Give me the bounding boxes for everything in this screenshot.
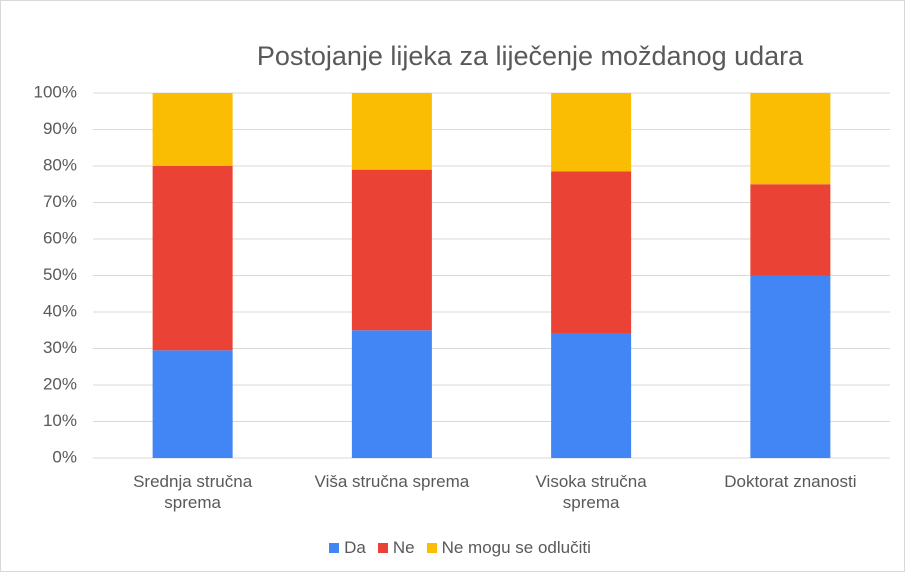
chart-title: Postojanje lijeka za liječenje moždanog … [257,41,804,71]
bar-segment [351,169,432,331]
y-tick-label: 40% [43,301,77,320]
legend-item: Da [329,538,366,557]
bar-segment [750,93,831,185]
y-tick-label: 70% [43,192,77,211]
y-tick-label: 100% [34,82,77,101]
y-tick-label: 30% [43,338,77,357]
y-tick-label: 20% [43,374,77,393]
bar-segment [551,333,632,458]
legend: Da Ne Ne mogu se odlučiti [0,538,905,558]
bar-segment [551,171,632,334]
legend-swatch [329,543,340,553]
x-tick-label: Visoka stručna sprema [535,472,647,512]
bar-segment [750,275,831,458]
y-tick-label: 0% [52,447,77,466]
legend-swatch [426,543,437,553]
bar-segment [351,330,432,458]
bar-segment [351,93,432,170]
bar-segment [551,93,632,172]
bar-segment [152,166,233,351]
legend-swatch [377,543,388,553]
y-tick-label: 60% [43,228,77,247]
x-tick-label: Srednja stručna sprema [133,472,253,512]
y-tick-label: 50% [43,265,77,284]
bar-segment [152,93,233,166]
y-tick-label: 90% [43,119,77,138]
legend-item: Ne [377,538,415,557]
bar-segment [152,350,233,458]
x-tick-label: Doktorat znanosti [724,472,857,491]
x-tick-label: Viša stručna sprema [314,472,470,491]
legend-item: Ne mogu se odlučiti [426,538,591,557]
bar-segment [750,184,831,276]
y-tick-label: 10% [43,411,77,430]
legend-label: Da [344,538,366,557]
legend-label: Ne [392,538,415,557]
legend-label: Ne mogu se odlučiti [441,538,591,557]
y-tick-label: 80% [43,155,77,174]
